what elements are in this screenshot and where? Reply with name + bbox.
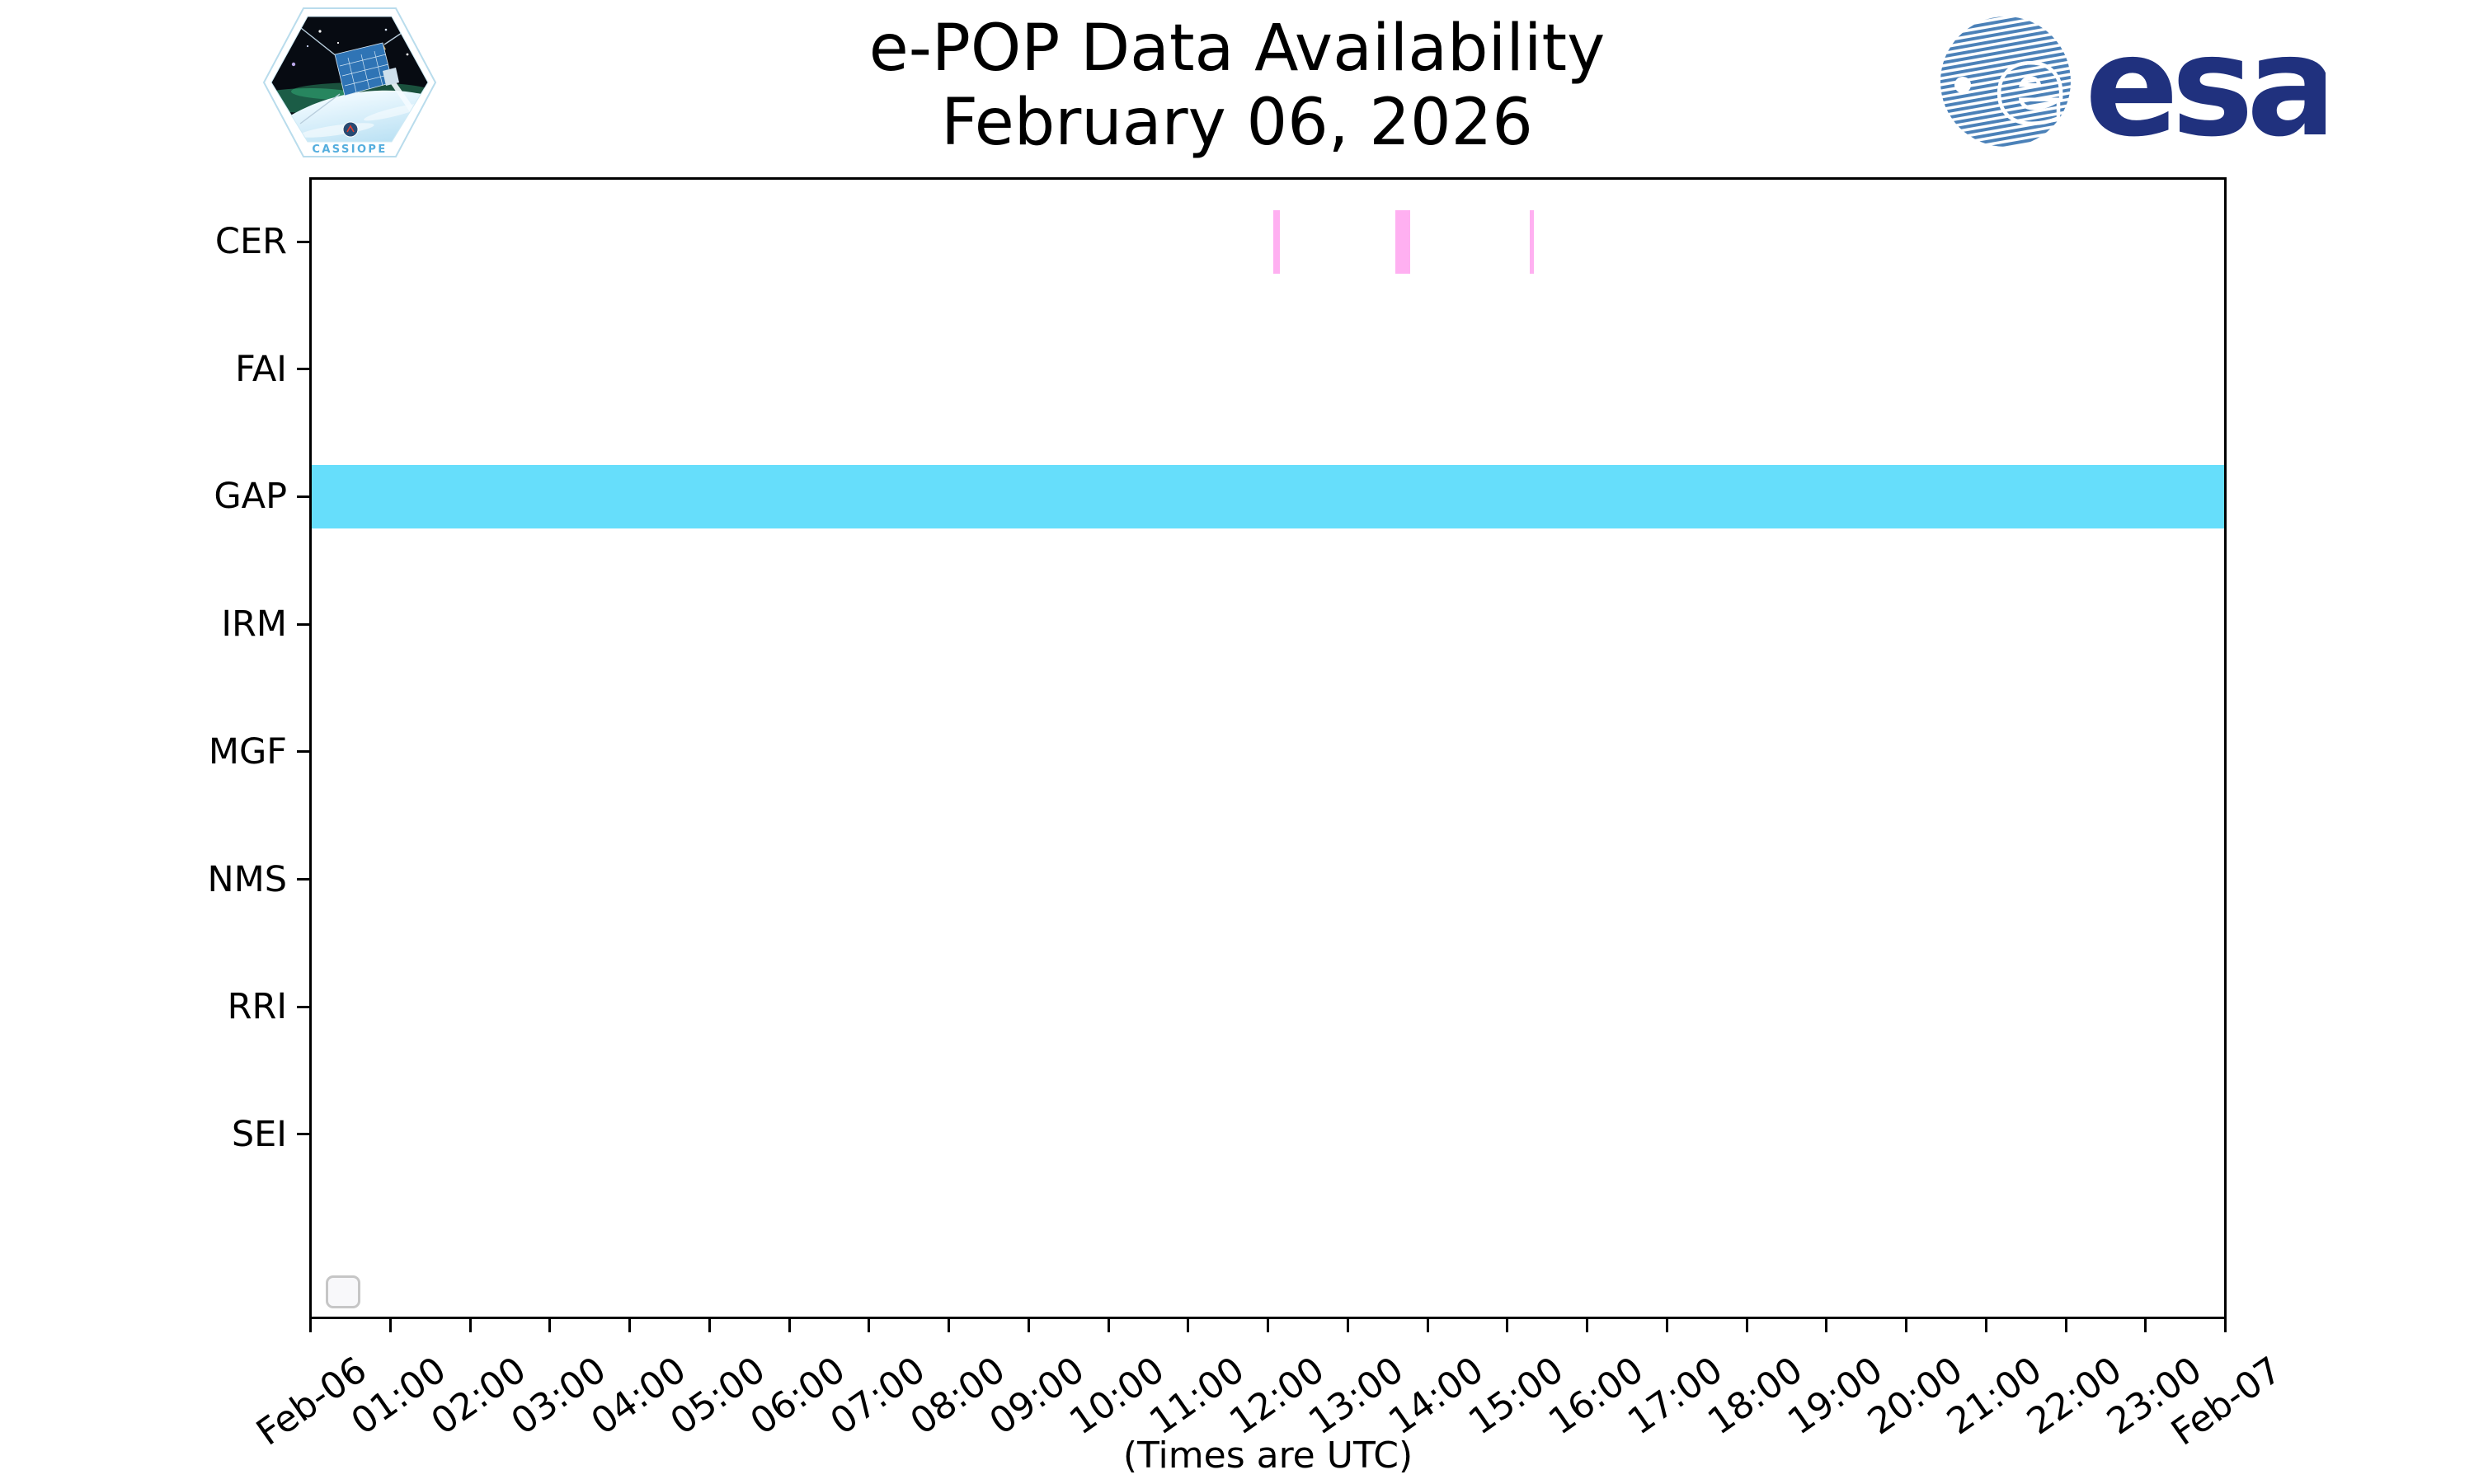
- x-tick-16:00: [1586, 1319, 1588, 1332]
- y-tick-label-FAI: FAI: [235, 348, 287, 390]
- x-tick-Feb-07: [2224, 1319, 2227, 1332]
- x-tick-03:00: [548, 1319, 552, 1332]
- x-tick-label-07:00: 07:00: [822, 1349, 934, 1444]
- cassiope-label: CASSIOPE: [312, 143, 387, 156]
- x-tick-label-15:00: 15:00: [1460, 1349, 1572, 1444]
- x-tick-08:00: [948, 1319, 950, 1332]
- y-tick-label-MGF: MGF: [208, 730, 287, 773]
- esa-globe-icon: [1940, 16, 2071, 147]
- y-tick-FAI: [297, 368, 310, 371]
- chart-title-block: e-POP Data Availability February 06, 202…: [0, 12, 2474, 160]
- x-tick-09:00: [1027, 1319, 1030, 1332]
- x-tick-23:00: [2144, 1319, 2147, 1332]
- x-tick-18:00: [1745, 1319, 1748, 1332]
- plot-area: [309, 177, 2227, 1319]
- x-tick-07:00: [868, 1319, 871, 1332]
- x-tick-04:00: [628, 1319, 631, 1332]
- legend-box: [326, 1275, 360, 1308]
- y-tick-SEI: [297, 1133, 310, 1136]
- y-tick-NMS: [297, 878, 310, 881]
- x-tick-19:00: [1825, 1319, 1828, 1332]
- y-tick-label-CER: CER: [214, 221, 287, 262]
- x-axis-title: (Times are UTC): [1122, 1435, 1413, 1477]
- x-tick-05:00: [708, 1319, 711, 1332]
- y-tick-label-GAP: GAP: [214, 476, 287, 518]
- cassiope-mission-patch: CASSIOPE: [262, 7, 437, 157]
- x-tick-17:00: [1665, 1319, 1668, 1332]
- availability-bar-CER: [1529, 209, 1534, 274]
- esa-globe-e: e: [1997, 30, 2063, 144]
- y-tick-label-IRM: IRM: [221, 603, 287, 646]
- x-tick-Feb-06: [309, 1319, 312, 1332]
- x-tick-21:00: [1984, 1319, 1987, 1332]
- y-tick-GAP: [297, 495, 310, 498]
- y-tick-MGF: [297, 750, 310, 754]
- x-tick-02:00: [468, 1319, 472, 1332]
- x-tick-01:00: [388, 1319, 392, 1332]
- y-tick-CER: [297, 240, 310, 243]
- x-tick-20:00: [1905, 1319, 1907, 1332]
- y-tick-IRM: [297, 622, 310, 626]
- availability-bar-GAP: [312, 464, 2224, 528]
- y-tick-label-NMS: NMS: [207, 858, 287, 900]
- x-tick-label-11:00: 11:00: [1141, 1349, 1253, 1444]
- x-tick-label-19:00: 19:00: [1780, 1349, 1891, 1444]
- x-tick-label-03:00: 03:00: [503, 1349, 614, 1444]
- patch-satellite: [296, 17, 425, 124]
- x-tick-06:00: [788, 1319, 791, 1332]
- y-tick-RRI: [297, 1005, 310, 1008]
- chart-title: e-POP Data Availability: [868, 12, 1606, 86]
- x-tick-15:00: [1506, 1319, 1509, 1332]
- x-tick-22:00: [2064, 1319, 2067, 1332]
- y-tick-label-SEI: SEI: [231, 1113, 287, 1155]
- y-tick-label-RRI: RRI: [227, 986, 287, 1028]
- x-tick-10:00: [1107, 1319, 1110, 1332]
- x-tick-12:00: [1267, 1319, 1269, 1332]
- patch-emblem: [342, 121, 359, 138]
- availability-bar-CER: [1395, 209, 1410, 274]
- x-tick-11:00: [1187, 1319, 1190, 1332]
- chart-subtitle: February 06, 2026: [941, 86, 1533, 160]
- x-tick-14:00: [1426, 1319, 1429, 1332]
- esa-logo: e esa: [1940, 12, 2326, 153]
- esa-wordmark: esa: [2085, 12, 2326, 153]
- x-tick-13:00: [1346, 1319, 1349, 1332]
- availability-bar-CER: [1272, 209, 1280, 274]
